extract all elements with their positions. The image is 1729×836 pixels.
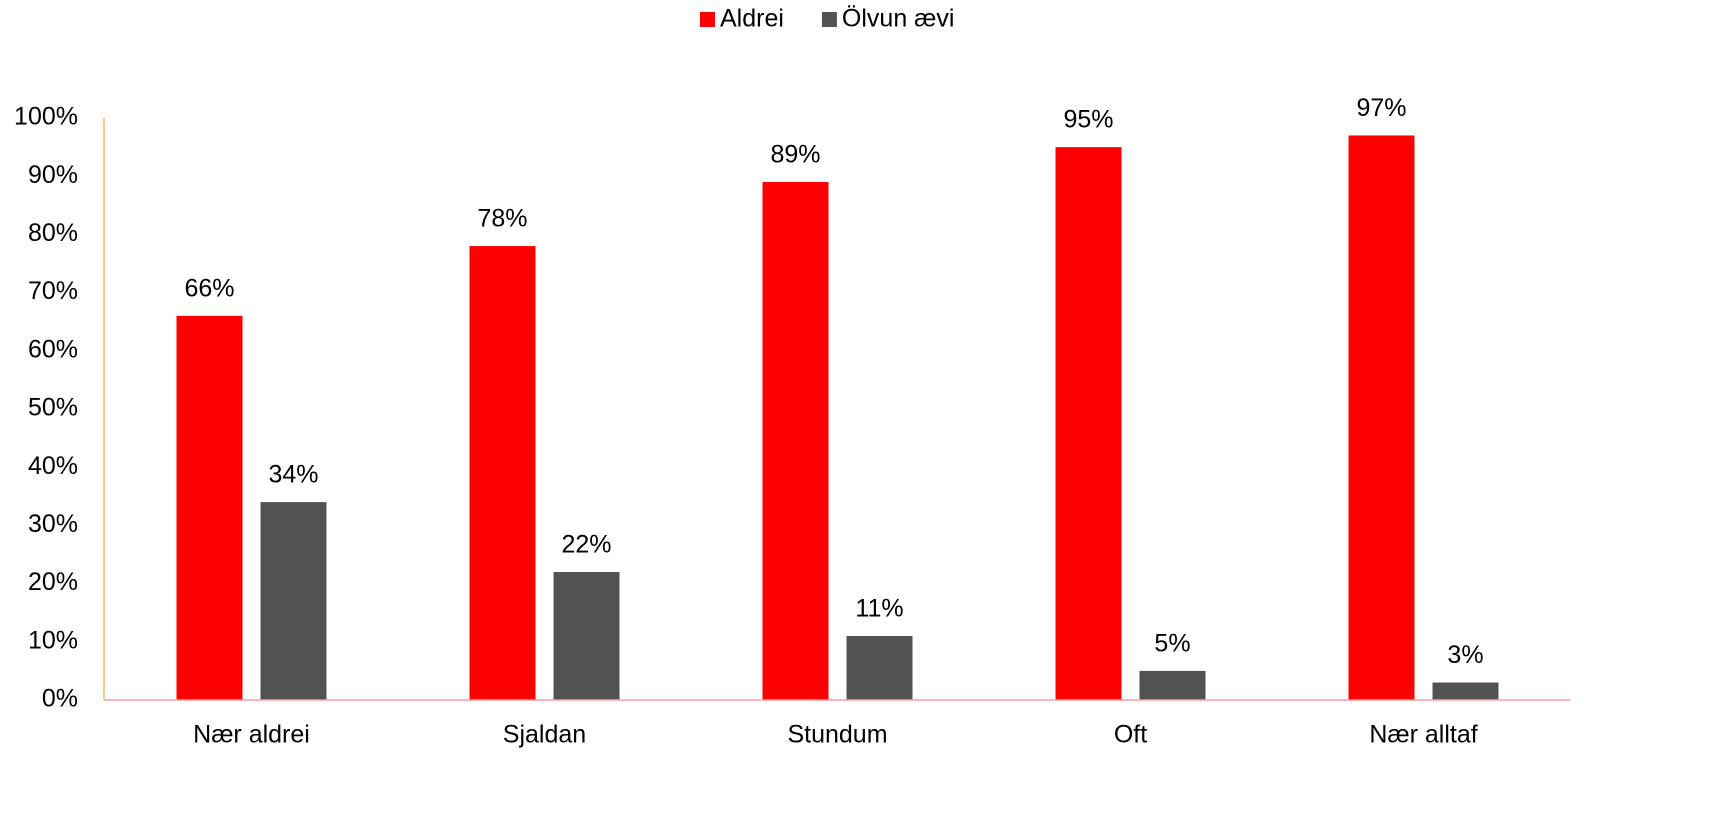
y-tick-label: 20% (28, 568, 78, 596)
x-tick-label: Nær alltaf (1369, 721, 1477, 749)
bar (1055, 147, 1122, 701)
y-tick-label: 30% (28, 510, 78, 538)
value-label: 89% (770, 141, 820, 169)
legend-label: Ölvun ævi (842, 5, 955, 33)
bar (846, 635, 913, 700)
bar (1139, 670, 1206, 700)
legend-label: Aldrei (720, 5, 784, 33)
value-label: 34% (268, 461, 318, 489)
bar (469, 246, 536, 701)
x-tick-label: Sjaldan (503, 721, 586, 749)
bar (762, 182, 829, 700)
value-label: 22% (561, 531, 611, 559)
y-tick-label: 70% (28, 277, 78, 305)
y-tick-label: 10% (28, 626, 78, 654)
x-tick-label: Nær aldrei (193, 721, 310, 749)
bar (1432, 682, 1499, 700)
y-tick-label: 60% (28, 335, 78, 363)
legend-swatch (700, 12, 715, 27)
legend-swatch (821, 12, 837, 27)
value-label: 97% (1356, 94, 1406, 122)
y-tick-label: 80% (28, 219, 78, 247)
value-label: 95% (1063, 106, 1113, 134)
value-label: 3% (1447, 641, 1483, 669)
bar (553, 571, 620, 700)
bar (1348, 135, 1415, 700)
x-tick-label: Stundum (787, 721, 887, 749)
value-label: 5% (1154, 630, 1190, 658)
y-tick-label: 0% (42, 685, 78, 713)
value-label: 78% (477, 205, 527, 233)
bar (260, 502, 327, 700)
bar (176, 315, 243, 700)
value-label: 66% (184, 274, 234, 302)
value-label: 11% (855, 595, 903, 623)
y-tick-label: 90% (28, 161, 78, 189)
y-tick-label: 100% (14, 103, 78, 131)
y-tick-label: 40% (28, 452, 78, 480)
x-tick-label: Oft (1114, 721, 1147, 749)
y-tick-label: 50% (28, 394, 78, 422)
